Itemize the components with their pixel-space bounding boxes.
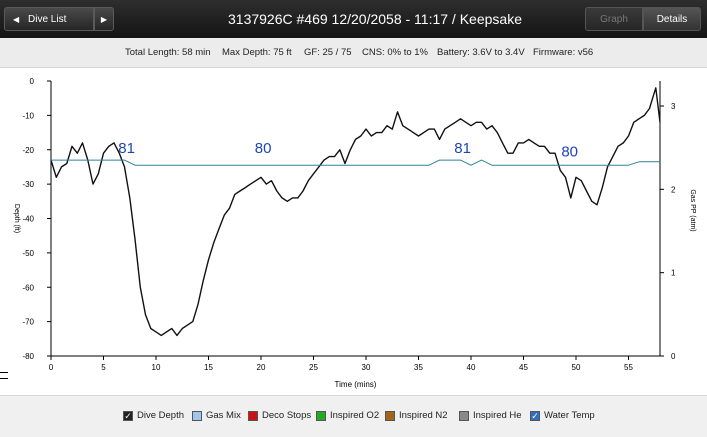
y-tick-label-right: 3 [671, 102, 676, 111]
gradient-factor: GF: 25 / 75 [304, 47, 352, 58]
dive-title: 3137926C #469 12/20/2058 - 11:17 / Keeps… [228, 11, 522, 27]
legend-label: Water Temp [544, 410, 595, 421]
dive-list-button[interactable]: ◀ Dive List [4, 7, 94, 31]
tab-details[interactable]: Details [643, 7, 701, 31]
battery-range: Battery: 3.6V to 3.4V [437, 47, 525, 58]
temperature-label: 81 [454, 140, 471, 157]
back-arrow-icon: ◀ [13, 15, 20, 24]
series-line-water-temp [51, 159, 660, 166]
y-tick-label-left: -10 [22, 111, 34, 120]
tab-graph[interactable]: Graph [585, 7, 643, 31]
temperature-label: 80 [561, 144, 578, 161]
x-tick-label: 30 [362, 363, 371, 372]
cns-range: CNS: 0% to 1% [362, 47, 428, 58]
legend-checkbox[interactable] [192, 411, 202, 421]
x-axis-title: Time (mins) [335, 380, 377, 389]
legend-label: Inspired N2 [399, 410, 448, 421]
legend-checkbox[interactable] [459, 411, 469, 421]
x-tick-label: 10 [152, 363, 161, 372]
forward-arrow-icon: ▶ [100, 15, 108, 24]
max-depth: Max Depth: 75 ft [222, 47, 292, 58]
x-tick-label: 5 [101, 363, 106, 372]
legend-checkbox[interactable] [248, 411, 258, 421]
legend-checkbox[interactable] [385, 411, 395, 421]
temperature-label: 81 [118, 140, 135, 157]
x-tick-label: 50 [572, 363, 581, 372]
y-axis-title-left: Depth (ft) [13, 204, 20, 233]
legend-label: Gas Mix [206, 410, 241, 421]
title-bar: ◀ Dive List ▶ 3137926C #469 12/20/2058 -… [0, 0, 707, 38]
x-tick-label: 0 [49, 363, 54, 372]
series-line-dive-depth [50, 87, 661, 337]
y-tick-label-left: -80 [22, 352, 34, 361]
y-tick-label-right: 2 [671, 185, 676, 194]
y-tick-label-left: -50 [22, 249, 34, 258]
firmware-version: Firmware: v56 [533, 47, 594, 58]
y-tick-label-left: -70 [22, 318, 34, 327]
dive-list-label: Dive List [28, 14, 67, 25]
y-tick-label-left: 0 [30, 77, 35, 86]
x-tick-label: 45 [519, 363, 528, 372]
total-length: Total Length: 58 min [125, 47, 211, 58]
y-axis-title-right: Gas PP (atm) [689, 189, 696, 231]
y-tick-label-left: -40 [22, 215, 34, 224]
y-tick-label-right: 1 [671, 269, 676, 278]
x-tick-label: 15 [204, 363, 213, 372]
next-dive-button[interactable]: ▶ [94, 7, 114, 31]
dive-profile-chart[interactable]: 0 5 10 15 20 25 30 35 40 45 50 550-10-20-30-40-50-6… [0, 67, 707, 395]
legend-checkbox[interactable]: ✓ [530, 411, 540, 421]
legend-label: Deco Stops [262, 410, 312, 421]
legend-label: Inspired O2 [330, 410, 380, 421]
legend-label: Inspired He [473, 410, 522, 421]
menu-handle-icon[interactable] [0, 372, 8, 379]
dive-summary-bar: Total Length: 58 min Max Depth: 75 ft GF… [0, 38, 707, 68]
x-tick-label: 55 [624, 363, 633, 372]
legend-label: Dive Depth [137, 410, 184, 421]
temperature-label: 80 [255, 140, 272, 157]
x-tick-label: 25 [309, 363, 318, 372]
legend-bar: ✓ Dive Depth Gas Mix Deco Stops Inspired O2 I… [0, 395, 707, 437]
x-tick-label: 35 [414, 363, 423, 372]
y-tick-label-left: -60 [22, 283, 34, 292]
y-tick-label-left: -20 [22, 146, 34, 155]
legend-checkbox[interactable]: ✓ [123, 411, 133, 421]
x-tick-label: 40 [467, 363, 476, 372]
x-tick-label: 20 [257, 363, 266, 372]
y-tick-label-left: -30 [22, 180, 34, 189]
legend-checkbox[interactable] [316, 411, 326, 421]
y-tick-label-right: 0 [671, 352, 676, 361]
